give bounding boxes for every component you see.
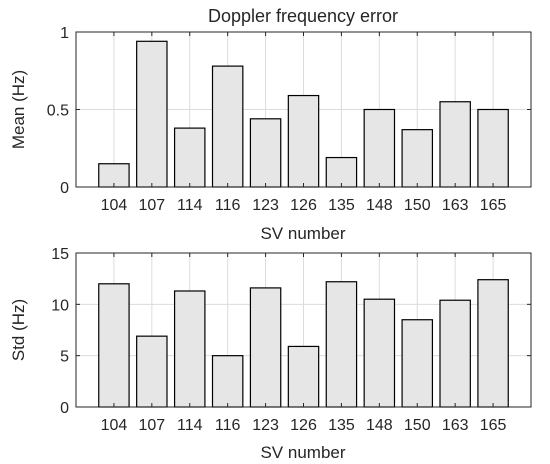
y-tick-label: 0 xyxy=(60,180,69,197)
bar-148 xyxy=(363,108,396,188)
x-tick-label: 116 xyxy=(215,417,241,434)
x-tick-label: 123 xyxy=(252,197,279,214)
x-tick-label: 165 xyxy=(480,197,507,214)
x-tick-label: 150 xyxy=(404,197,431,214)
x-tick-label: 165 xyxy=(480,417,507,434)
bar-135 xyxy=(325,156,358,188)
x-tick-label: 135 xyxy=(328,417,355,434)
bar-123 xyxy=(249,118,282,188)
bar-150 xyxy=(401,129,434,188)
bar-116 xyxy=(211,65,244,188)
x-tick-label: 163 xyxy=(442,197,469,214)
x-tick-label: 107 xyxy=(138,197,165,214)
x-tick-label: 116 xyxy=(215,197,241,214)
y-tick-label: 0.5 xyxy=(47,103,69,120)
bar-165 xyxy=(477,108,509,188)
y-axis-label: Mean (Hz) xyxy=(9,70,28,149)
x-tick-label: 148 xyxy=(366,417,393,434)
x-tick-label: 104 xyxy=(101,197,128,214)
x-tick-label: 150 xyxy=(404,417,431,434)
bar-126 xyxy=(287,345,320,408)
bar-163 xyxy=(439,101,471,188)
y-tick-label: 5 xyxy=(60,349,69,366)
x-tick-label: 126 xyxy=(290,417,317,434)
x-tick-label: 104 xyxy=(101,417,128,434)
x-tick-label: 135 xyxy=(328,197,355,214)
bar-135 xyxy=(325,281,358,408)
x-tick-label: 126 xyxy=(290,197,317,214)
x-tick-label: 163 xyxy=(442,417,469,434)
bar-165 xyxy=(477,279,509,408)
y-axis-label: Std (Hz) xyxy=(9,299,28,361)
bar-114 xyxy=(173,127,206,188)
x-tick-label: 107 xyxy=(138,417,165,434)
y-tick-label: 1 xyxy=(60,25,69,42)
bar-107 xyxy=(136,40,168,188)
y-tick-label: 15 xyxy=(51,246,69,263)
x-tick-label: 114 xyxy=(177,197,203,214)
bar-126 xyxy=(287,94,320,188)
bar-114 xyxy=(173,290,206,408)
bar-116 xyxy=(211,355,244,408)
bar-150 xyxy=(401,319,434,408)
chart-title: Doppler frequency error xyxy=(208,6,398,26)
bar-148 xyxy=(363,298,396,408)
x-axis-label: SV number xyxy=(260,224,345,243)
bar-104 xyxy=(98,283,130,408)
bar-107 xyxy=(136,335,168,408)
bar-123 xyxy=(249,287,282,408)
x-tick-label: 148 xyxy=(366,197,393,214)
x-axis-label: SV number xyxy=(260,443,345,462)
x-tick-label: 114 xyxy=(177,417,203,434)
bar-163 xyxy=(439,299,471,408)
mean-error-chart: Doppler frequency error 0 0.5 1 104 107 114 11… xyxy=(9,6,532,243)
y-tick-label: 10 xyxy=(51,297,69,314)
y-tick-label: 0 xyxy=(60,400,69,417)
x-tick-label: 123 xyxy=(252,417,279,434)
